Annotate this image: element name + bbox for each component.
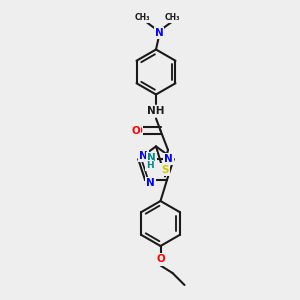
- Text: CH₃: CH₃: [165, 14, 180, 22]
- Text: N: N: [164, 154, 173, 164]
- Text: O: O: [131, 125, 140, 136]
- Text: N: N: [139, 151, 148, 161]
- Text: N: N: [146, 178, 155, 188]
- Text: CH₃: CH₃: [135, 14, 150, 22]
- Text: S: S: [161, 164, 169, 175]
- Text: NH: NH: [147, 106, 165, 116]
- Text: N: N: [154, 28, 164, 38]
- Text: H: H: [146, 161, 154, 170]
- Text: O: O: [134, 125, 142, 136]
- Text: N: N: [147, 153, 156, 163]
- Text: O: O: [156, 254, 165, 265]
